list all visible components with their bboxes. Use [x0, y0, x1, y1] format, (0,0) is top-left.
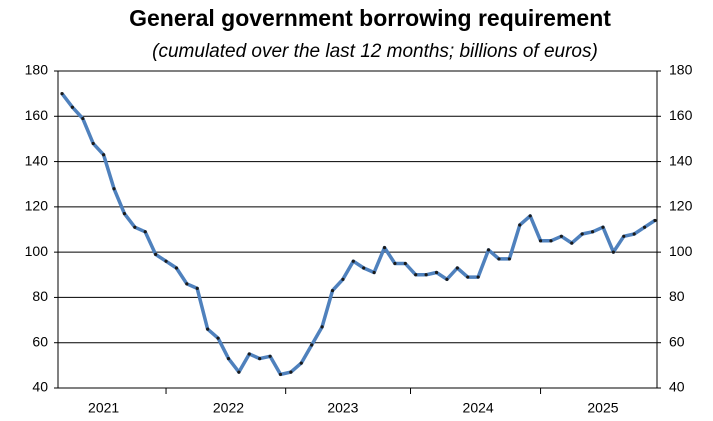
series-point: [653, 218, 657, 223]
series-point: [310, 343, 314, 347]
series-point: [434, 270, 439, 275]
series-point: [466, 275, 470, 279]
chart-title: General government borrowing requirement: [129, 5, 611, 31]
series-point: [601, 225, 605, 229]
series-point: [320, 325, 324, 329]
series-point: [289, 370, 293, 374]
x-tick-label: 2021: [88, 400, 119, 416]
y-tick-label: 40: [32, 379, 48, 395]
series-point: [445, 277, 449, 281]
y-tick-label: 160: [25, 107, 49, 123]
series-point: [330, 289, 335, 293]
series-point: [278, 372, 283, 377]
series-point: [351, 259, 355, 263]
y2-tick-label: 60: [669, 333, 685, 349]
x-tick-label: 2025: [587, 400, 618, 416]
x-tick-label: 2024: [463, 400, 494, 416]
series-line: [60, 92, 656, 377]
series-point: [622, 234, 626, 238]
series-point: [216, 336, 220, 340]
series-point: [122, 212, 127, 216]
series-point: [528, 214, 532, 218]
y2-tick-label: 140: [669, 152, 693, 168]
series-point: [507, 257, 511, 261]
series-point: [538, 239, 543, 243]
series-point: [497, 257, 501, 261]
series-point: [91, 141, 95, 146]
series-point: [611, 250, 615, 254]
series-point: [174, 266, 179, 270]
series-point: [195, 286, 199, 290]
series-point: [424, 273, 428, 277]
series-point: [393, 261, 397, 266]
series-point: [268, 354, 272, 358]
series-point: [455, 266, 459, 270]
series-point: [60, 92, 64, 96]
series-point: [112, 187, 116, 191]
series-point: [258, 356, 262, 361]
series-point: [642, 225, 647, 229]
series-point: [133, 225, 137, 229]
chart-subtitle: (cumulated over the last 12 months; bill…: [152, 41, 598, 62]
series-point: [164, 259, 168, 263]
y-tick-label: 120: [25, 198, 49, 214]
series-point: [486, 248, 491, 252]
x-tick-label: 2023: [327, 400, 358, 416]
y-tick-label: 140: [25, 152, 49, 168]
series-point: [518, 223, 522, 227]
y2-tick-label: 80: [669, 288, 685, 304]
x-tick-label: 2022: [213, 400, 244, 416]
series-point: [70, 105, 75, 109]
y2-tick-label: 120: [669, 198, 693, 214]
series-point: [81, 116, 85, 121]
series-point: [341, 277, 345, 281]
y2-tick-label: 100: [669, 243, 693, 259]
series-point: [372, 270, 376, 275]
y-tick-label: 100: [25, 243, 49, 259]
series-point: [570, 241, 574, 245]
series-point: [299, 361, 303, 365]
series-point: [549, 239, 553, 243]
series-point: [185, 282, 189, 286]
series-point: [237, 370, 241, 374]
series-point: [590, 230, 595, 234]
series-point: [403, 261, 407, 266]
series-point: [476, 275, 480, 279]
y2-tick-label: 180: [669, 62, 693, 78]
series-point: [102, 153, 106, 157]
y2-tick-label: 40: [669, 379, 685, 395]
y-tick-label: 80: [32, 288, 48, 304]
y-tick-label: 60: [32, 333, 48, 349]
y2-tick-label: 160: [669, 107, 693, 123]
series-point: [414, 273, 418, 277]
series-point: [580, 232, 584, 236]
series-point: [226, 356, 231, 361]
series-point: [143, 230, 147, 234]
series-point: [154, 252, 158, 257]
series-point: [382, 246, 387, 250]
series-point: [632, 232, 636, 236]
series-point: [206, 327, 210, 331]
series-point: [559, 234, 563, 238]
series-point: [362, 266, 366, 270]
y-tick-label: 180: [25, 62, 49, 78]
series-point: [247, 352, 251, 356]
